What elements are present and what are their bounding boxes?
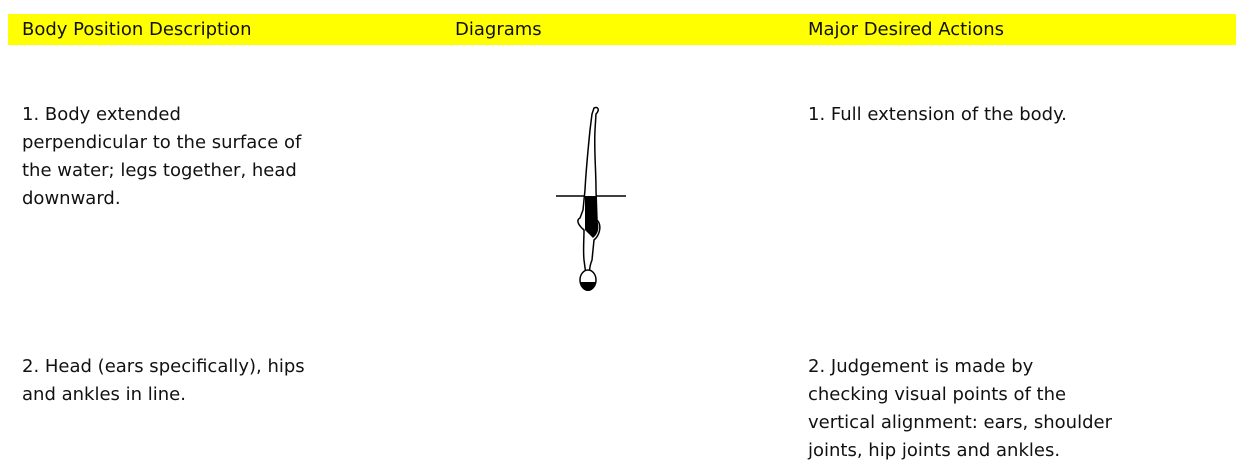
text-line: 2. Judgement is made by [808,356,1034,377]
diver [577,106,601,276]
swimsuit [585,196,599,238]
header-cell: Major Desired Actions [808,19,1004,40]
header-bar [8,14,1236,45]
text-line: perpendicular to the surface of [22,132,302,153]
text-line: 1. Full extension of the body. [808,104,1067,125]
text-line: joints, hip joints and ankles. [808,440,1061,461]
cell: 1. Full extension of the body. [808,101,1067,129]
text-line: vertical alignment: ears, shoulder [808,412,1112,433]
cell: 2. Head (ears specifically), hips and ank… [22,353,305,409]
text-line: 1. Body extended [22,104,181,125]
text-line: the water; legs together, head [22,160,297,181]
text-line: checking visual points of the [808,384,1067,405]
text-line: and ankles in line. [22,384,186,405]
text-line: downward. [22,188,121,209]
hair [579,280,596,292]
diagram [556,106,626,292]
cell: 1. Body extended perpendicular to the sur… [22,101,301,213]
text-line: 2. Head (ears specifically), hips [22,356,305,377]
header-cell: Diagrams [455,19,542,40]
cell: 2. Judgement is made by checking visual p… [808,353,1112,465]
header-cell: Body Position Description [22,19,252,40]
